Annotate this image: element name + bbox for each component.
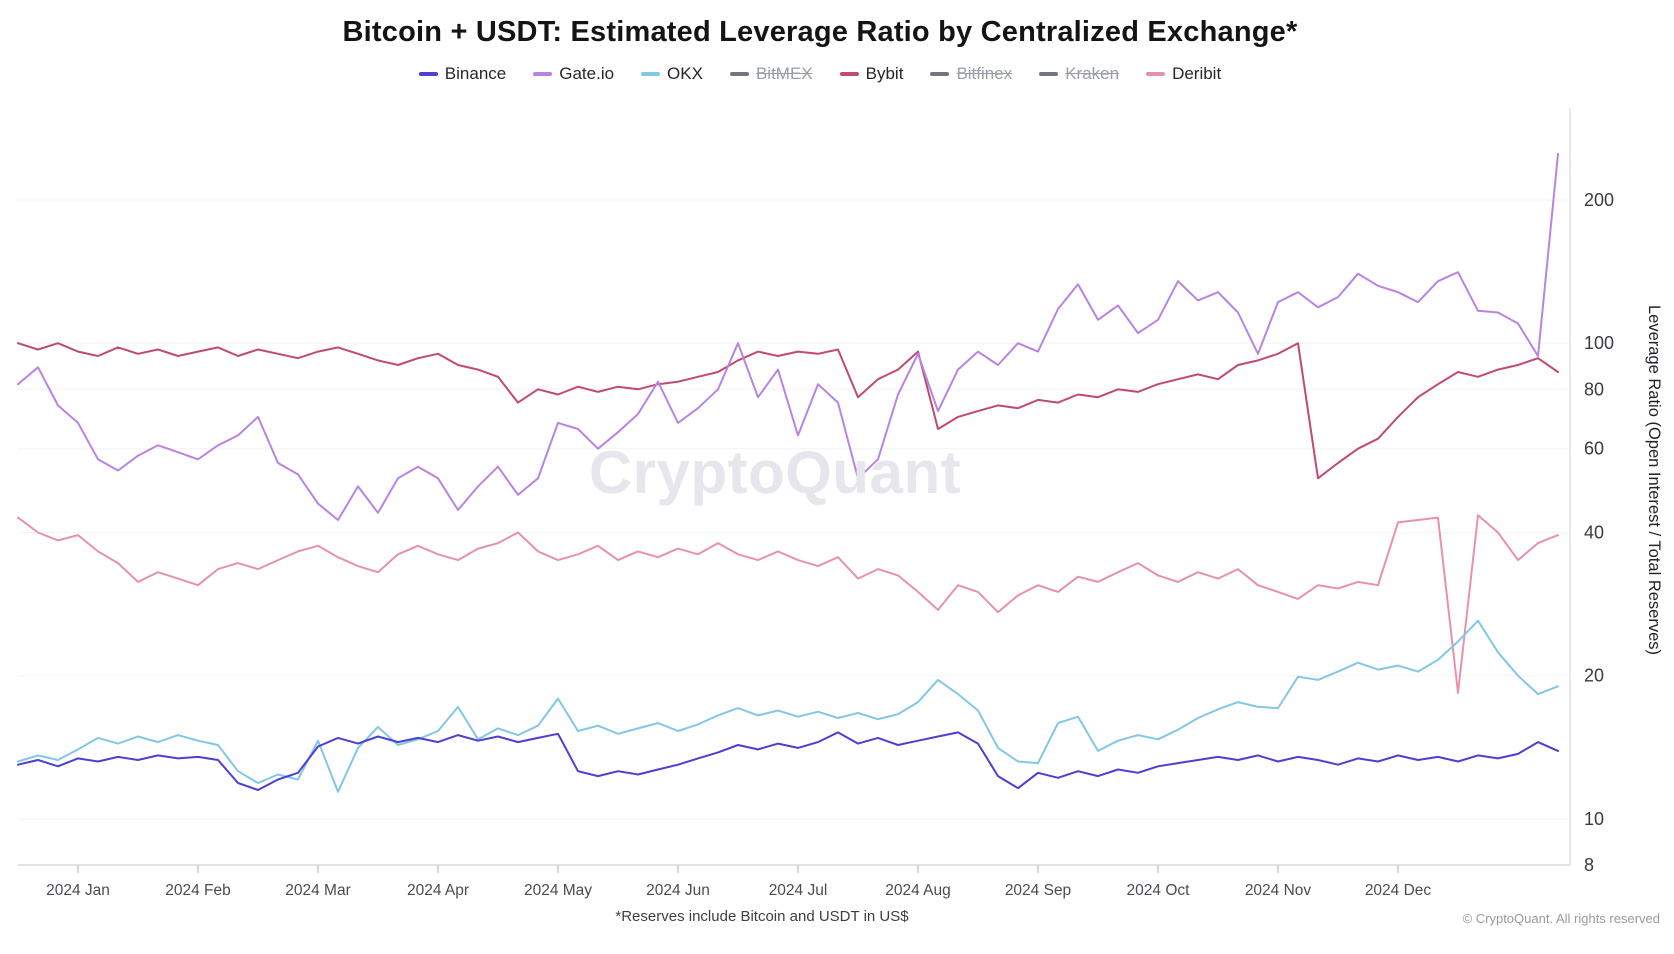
legend-item-deribit[interactable]: Deribit <box>1146 64 1221 84</box>
legend-label: Kraken <box>1065 64 1120 83</box>
legend-swatch-icon <box>1039 72 1059 76</box>
y-tick-label: 60 <box>1584 439 1604 459</box>
legend-label: BitMEX <box>755 64 813 83</box>
y-axis-title: Leverage Ratio (Open Interest / Total Re… <box>1645 305 1663 655</box>
legend-item-gateio[interactable]: Gate.io <box>533 64 614 84</box>
legend-item-okx[interactable]: OKX <box>641 64 703 84</box>
legend-swatch-icon <box>729 72 749 76</box>
x-tick-label: 2024 Oct <box>1127 882 1191 899</box>
x-tick-label: 2024 Aug <box>885 882 951 899</box>
legend-swatch-icon <box>839 72 859 76</box>
x-tick-label: 2024 Jul <box>769 882 828 899</box>
x-tick-label: 2024 Jan <box>46 882 110 899</box>
legend-swatch-icon <box>533 72 553 76</box>
legend-item-bitfinex[interactable]: Bitfinex <box>930 64 1012 84</box>
series-line-bybit <box>17 342 1559 480</box>
copyright: © CryptoQuant. All rights reserved <box>1462 911 1660 926</box>
x-tick-label: 2024 May <box>524 882 592 899</box>
legend-item-binance[interactable]: Binance <box>418 64 507 84</box>
legend-label: Bybit <box>865 64 904 83</box>
series-line-deribit <box>17 514 1559 694</box>
x-tick-label: 2024 Jun <box>646 882 710 899</box>
y-tick-label: 80 <box>1584 379 1604 399</box>
x-tick-label: 2024 Nov <box>1245 882 1312 899</box>
x-tick-label: 2024 Apr <box>407 882 469 899</box>
legend-item-bybit[interactable]: Bybit <box>839 64 904 84</box>
legend: Binance Gate.io OKX BitMEX Bybit Bitfinex Krak… <box>0 64 1640 84</box>
series-line-okx <box>17 619 1559 793</box>
y-tick-label: 40 <box>1584 522 1604 542</box>
legend-label: Bitfinex <box>956 64 1013 83</box>
x-tick-label: 2024 Feb <box>165 882 231 899</box>
legend-label: Binance <box>444 64 507 83</box>
y-tick-label: 200 <box>1584 190 1614 210</box>
series-line-gateio <box>17 152 1559 521</box>
x-tick-label: 2024 Mar <box>285 882 350 899</box>
y-tick-label: 10 <box>1584 809 1604 829</box>
legend-swatch-icon <box>1146 72 1166 76</box>
y-tick-label: 100 <box>1584 333 1614 353</box>
x-tick-label: 2024 Sep <box>1005 882 1071 899</box>
legend-label: Deribit <box>1172 64 1222 83</box>
legend-item-kraken[interactable]: Kraken <box>1039 64 1119 84</box>
legend-swatch-icon <box>930 72 950 76</box>
y-tick-label: 8 <box>1584 855 1594 875</box>
legend-swatch-icon <box>641 72 661 76</box>
legend-item-bitmex[interactable]: BitMEX <box>729 64 813 84</box>
x-tick-label: 2024 Dec <box>1365 882 1432 899</box>
legend-label: OKX <box>667 64 703 83</box>
legend-swatch-icon <box>418 72 438 76</box>
chart-title: Bitcoin + USDT: Estimated Leverage Ratio… <box>342 16 1298 48</box>
legend-label: Gate.io <box>559 64 615 83</box>
y-tick-label: 20 <box>1584 666 1604 686</box>
series-line-binance <box>17 731 1559 791</box>
footnote: *Reserves include Bitcoin and USDT in US… <box>615 908 909 925</box>
